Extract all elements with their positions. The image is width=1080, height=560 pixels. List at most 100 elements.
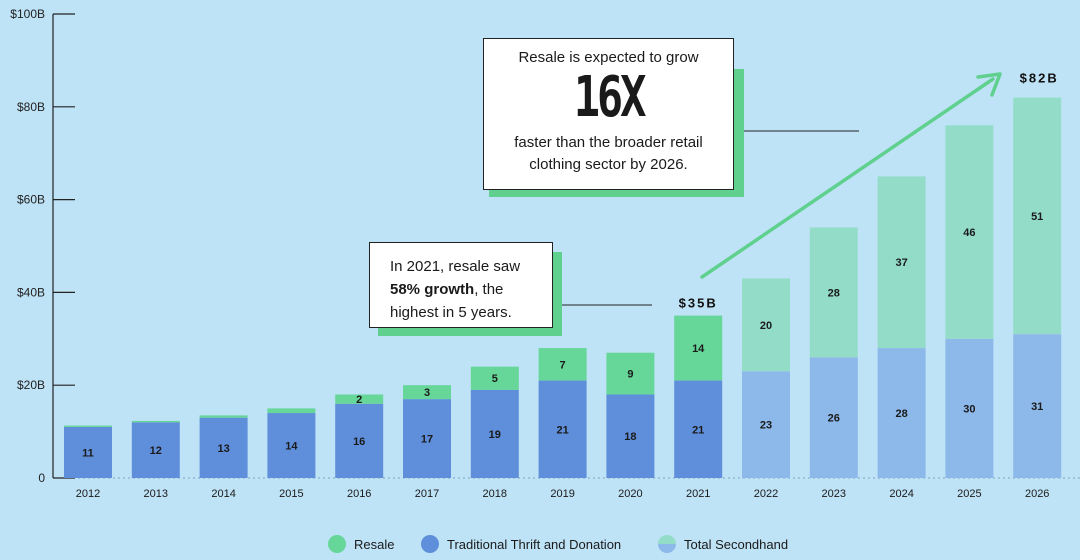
label-resale: 51 bbox=[1031, 211, 1043, 223]
callout-small-line3: highest in 5 years. bbox=[390, 304, 512, 321]
x-tick-label: 2012 bbox=[76, 488, 100, 500]
label-thrift: 21 bbox=[692, 424, 704, 436]
x-tick-label: 2025 bbox=[957, 488, 981, 500]
callout-big-number: 16X bbox=[573, 65, 647, 130]
x-tick-label: 2017 bbox=[415, 488, 439, 500]
bar-thrift bbox=[742, 371, 790, 478]
bar-resale bbox=[267, 408, 316, 414]
label-thrift: 17 bbox=[421, 434, 433, 446]
bar-resale bbox=[606, 352, 655, 395]
label-thrift: 30 bbox=[963, 403, 975, 415]
label-resale: 14 bbox=[692, 343, 705, 355]
annotations: $35B $82B bbox=[560, 71, 1059, 311]
legend-item-resale: Resale bbox=[328, 535, 394, 553]
bar-resale bbox=[1013, 97, 1062, 335]
callout-big-line1: Resale is expected to grow bbox=[518, 49, 699, 66]
label-resale: 3 bbox=[424, 387, 430, 399]
label-resale: 46 bbox=[963, 227, 975, 239]
bar-thrift bbox=[945, 338, 994, 478]
x-tick-label: 2015 bbox=[279, 488, 303, 500]
bar-thrift bbox=[199, 417, 248, 478]
legend-item-thrift: Traditional Thrift and Donation bbox=[421, 535, 621, 553]
legend-dot-thrift bbox=[421, 535, 439, 553]
y-tick-label: 0 bbox=[38, 471, 45, 485]
x-tick-label: 2020 bbox=[618, 488, 642, 500]
callout-big-line3: clothing sector by 2026. bbox=[529, 156, 688, 173]
legend-dot-total bbox=[658, 535, 676, 553]
bar-resale bbox=[131, 420, 180, 423]
legend-label-resale: Resale bbox=[354, 536, 395, 552]
label-thrift: 23 bbox=[760, 420, 772, 432]
y-tick-label: $60B bbox=[17, 193, 45, 207]
label-thrift: 19 bbox=[489, 429, 501, 441]
callout-2021-growth: In 2021, resale saw 58% growth, the high… bbox=[369, 242, 553, 328]
x-tick-label: 2021 bbox=[686, 488, 710, 500]
bar-resale bbox=[470, 366, 519, 390]
total-label-2026: $82B bbox=[1020, 71, 1059, 86]
bar-thrift bbox=[538, 380, 587, 478]
label-resale: 2 bbox=[356, 394, 362, 406]
bar-resale bbox=[335, 394, 384, 404]
label-thrift: 16 bbox=[353, 436, 365, 448]
legend-dot-resale bbox=[328, 535, 346, 553]
label-thrift: 12 bbox=[150, 445, 162, 457]
y-tick-label: $100B bbox=[10, 7, 45, 21]
y-tick-label: $20B bbox=[17, 378, 45, 392]
y-tick-label: $80B bbox=[17, 100, 45, 114]
x-tick-label: 2016 bbox=[347, 488, 371, 500]
x-tick-label: 2024 bbox=[889, 488, 913, 500]
bar-resale bbox=[199, 415, 248, 418]
callout-big-line2: faster than the broader retail bbox=[514, 134, 703, 151]
label-thrift: 13 bbox=[217, 443, 229, 455]
bar-thrift bbox=[809, 357, 858, 478]
callout-small-bold: 58% growth bbox=[390, 281, 475, 298]
bar-resale bbox=[64, 425, 112, 427]
label-thrift: 11 bbox=[82, 447, 94, 459]
x-tick-label: 2018 bbox=[483, 488, 507, 500]
growth-arrow-head bbox=[976, 72, 1002, 97]
label-resale: 28 bbox=[828, 287, 840, 299]
legend-label-total: Total Secondhand bbox=[684, 536, 789, 552]
x-tick-label: 2022 bbox=[754, 488, 778, 500]
label-thrift: 26 bbox=[828, 413, 840, 425]
x-axis-labels: 2012 2013 2014 2015 2016 2017 2018 2019 2020 2021… bbox=[76, 488, 1050, 500]
bar-resale bbox=[403, 385, 451, 400]
bar-resale bbox=[809, 227, 858, 358]
bar-resale bbox=[742, 278, 790, 372]
label-resale: 9 bbox=[627, 369, 633, 381]
callout-small-line2: 58% growth, the bbox=[390, 278, 552, 301]
x-tick-label: 2014 bbox=[211, 488, 235, 500]
x-tick-label: 2026 bbox=[1025, 488, 1049, 500]
label-thrift: 14 bbox=[285, 441, 298, 453]
bar-thrift bbox=[335, 403, 384, 478]
x-tick-label: 2023 bbox=[822, 488, 846, 500]
bar-thrift bbox=[131, 422, 180, 478]
bars bbox=[64, 97, 1062, 478]
total-label-2021: $35B bbox=[679, 296, 718, 311]
growth-arrow-line bbox=[700, 77, 995, 279]
legend-label-thrift: Traditional Thrift and Donation bbox=[447, 536, 622, 552]
bar-thrift bbox=[267, 413, 316, 478]
x-tick-label: 2019 bbox=[550, 488, 574, 500]
bar-thrift bbox=[606, 394, 655, 478]
callout-small-after-bold: , the bbox=[474, 281, 504, 298]
bar-thrift bbox=[64, 426, 112, 478]
label-resale: 37 bbox=[895, 257, 907, 269]
label-thrift: 28 bbox=[895, 408, 907, 420]
label-resale: 20 bbox=[760, 320, 772, 332]
label-resale: 7 bbox=[560, 359, 566, 371]
legend: Resale Traditional Thrift and Donation T… bbox=[0, 535, 1080, 557]
bar-thrift bbox=[470, 389, 519, 478]
label-thrift: 31 bbox=[1031, 401, 1043, 413]
label-thrift: 21 bbox=[556, 424, 568, 436]
label-thrift: 18 bbox=[624, 431, 636, 443]
bar-thrift bbox=[674, 380, 723, 478]
legend-item-total: Total Secondhand bbox=[658, 535, 788, 553]
callout-16x: Resale is expected to grow 16X faster th… bbox=[483, 38, 734, 190]
bar-resale bbox=[538, 348, 587, 381]
bar-resale bbox=[674, 315, 723, 381]
bar-resale bbox=[877, 176, 926, 349]
bar-thrift bbox=[403, 399, 451, 478]
x-tick-label: 2013 bbox=[144, 488, 168, 500]
